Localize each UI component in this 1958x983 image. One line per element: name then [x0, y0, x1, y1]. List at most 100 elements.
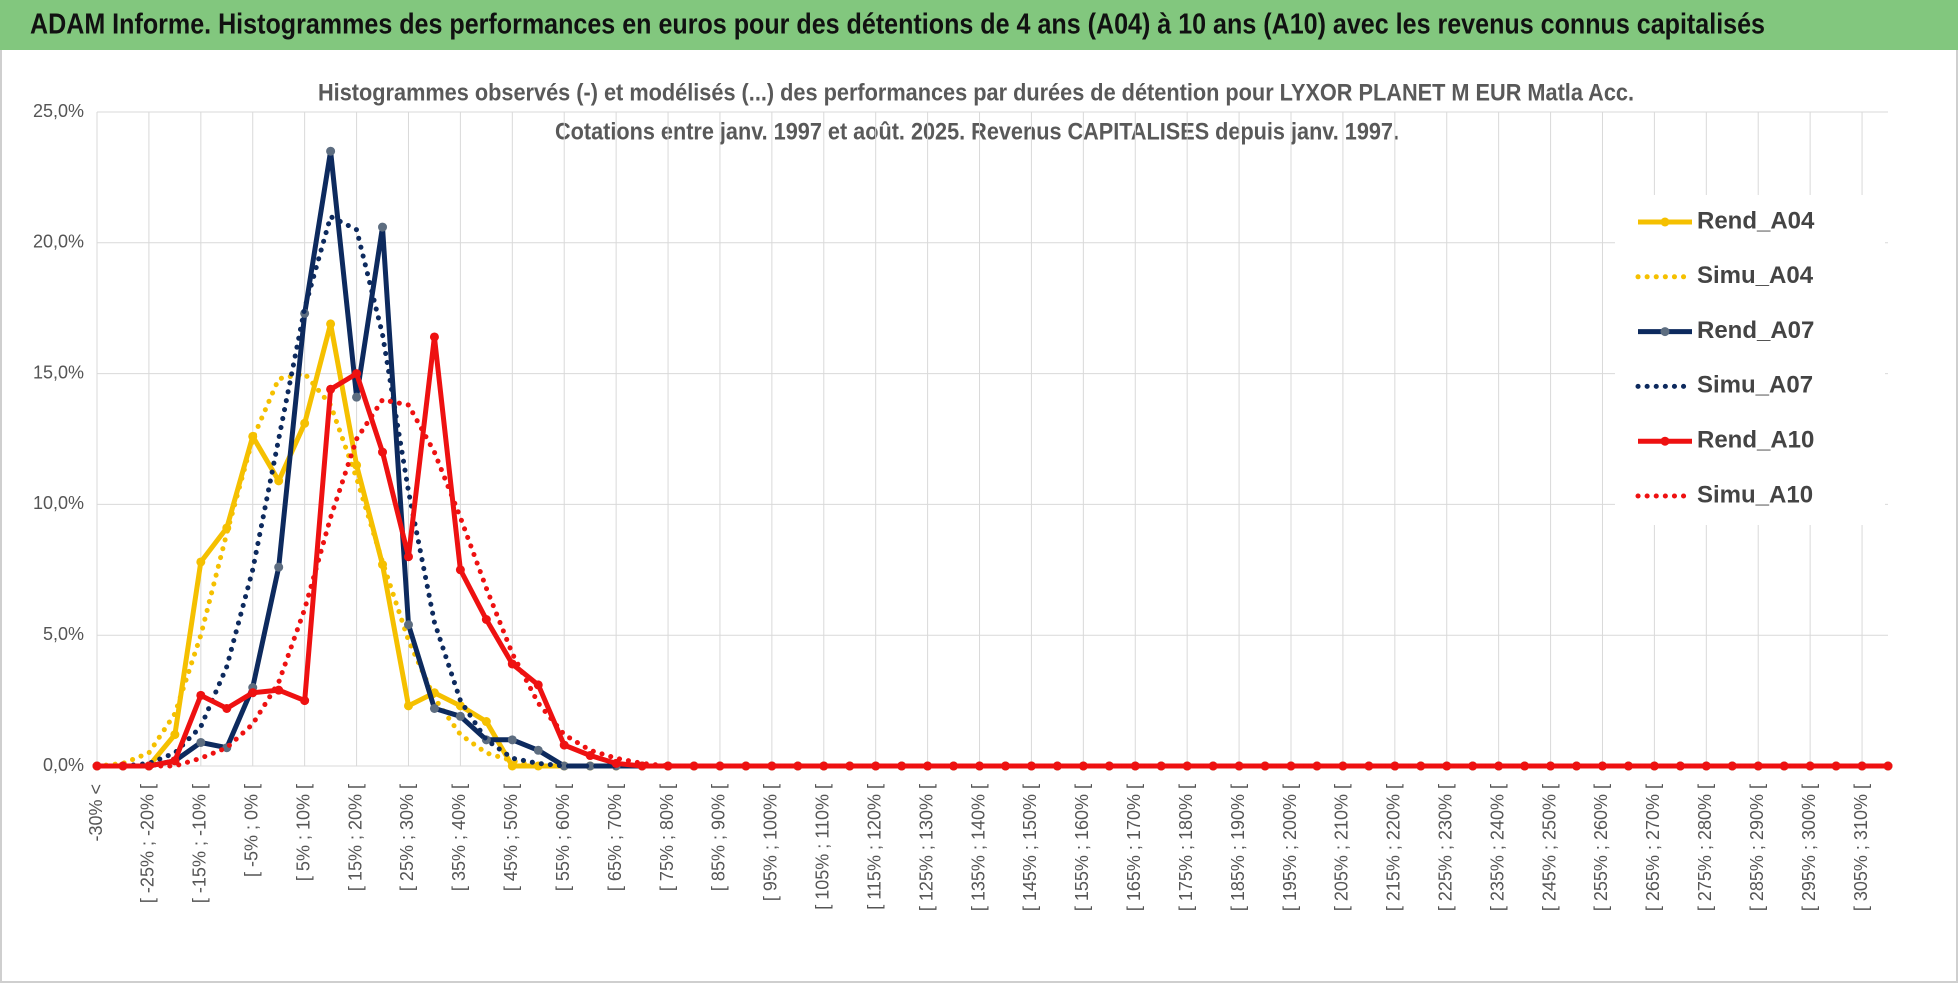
point — [1364, 761, 1374, 771]
x-tick-label: [ 255% ; 260% [ — [1591, 784, 1611, 911]
point — [975, 761, 985, 771]
y-tick-label: 15,0% — [33, 362, 84, 382]
point — [300, 418, 310, 428]
y-tick-label: 25,0% — [33, 101, 84, 121]
chart-title: Histogrammes observés (-) et modélisés (… — [318, 79, 1634, 106]
point — [559, 761, 569, 771]
x-tick-label: [ 35% ; 40% [ — [449, 784, 469, 891]
y-tick-label: 5,0% — [43, 624, 84, 644]
point — [559, 740, 569, 750]
x-tick-label: [ 295% ; 300% [ — [1799, 784, 1819, 911]
x-tick-label: [ -25% ; -20% [ — [138, 784, 158, 903]
point — [326, 319, 336, 329]
legend-marker — [1660, 436, 1670, 446]
x-tick-label: [ 275% ; 280% [ — [1695, 784, 1715, 911]
x-tick-label: -30% < — [86, 784, 106, 842]
point — [352, 460, 362, 470]
point — [300, 696, 310, 706]
header-bar — [0, 0, 1958, 50]
point — [378, 447, 388, 457]
x-tick-label: [ 25% ; 30% [ — [397, 784, 417, 891]
point — [1883, 761, 1893, 771]
legend-marker — [1660, 327, 1670, 337]
x-tick-label: [ 225% ; 230% [ — [1435, 784, 1455, 911]
x-tick-label: [ 215% ; 220% [ — [1384, 784, 1404, 911]
header-title: ADAM Informe. Histogrammes des performan… — [30, 9, 1765, 41]
legend-label: Rend_A10 — [1697, 427, 1814, 454]
y-tick-label: 0,0% — [43, 755, 84, 775]
legend-box — [1615, 195, 1885, 525]
point — [326, 146, 336, 156]
point — [274, 562, 284, 572]
x-tick-label: [ 235% ; 240% [ — [1487, 784, 1507, 911]
point — [196, 737, 206, 747]
x-tick-label: [ 155% ; 160% [ — [1072, 784, 1092, 911]
point — [1520, 761, 1530, 771]
point — [196, 690, 206, 700]
x-tick-label: [ 75% ; 80% [ — [657, 784, 677, 891]
x-tick-label: [ -15% ; -10% [ — [190, 784, 210, 903]
point — [585, 761, 595, 771]
x-tick-label: [ 115% ; 120% [ — [864, 784, 884, 910]
point — [533, 745, 543, 755]
x-tick-label: [ 45% ; 50% [ — [501, 784, 521, 891]
x-tick-label: [ 105% ; 110% [ — [813, 784, 833, 910]
y-tick-label: 20,0% — [33, 232, 84, 252]
x-tick-label: [ 175% ; 180% [ — [1176, 784, 1196, 911]
point — [533, 680, 543, 690]
x-tick-label: [ 85% ; 90% [ — [709, 784, 729, 891]
point — [248, 688, 258, 698]
x-tick-label: [ 55% ; 60% [ — [553, 784, 573, 891]
point — [507, 659, 517, 669]
point — [274, 476, 284, 486]
point — [481, 717, 491, 727]
series-line — [94, 397, 1891, 769]
x-tick-label: [ 305% ; 310% [ — [1851, 784, 1871, 911]
point — [1156, 761, 1166, 771]
legend-label: Rend_A04 — [1697, 207, 1815, 234]
point — [196, 557, 206, 567]
x-tick-label: [ 125% ; 130% [ — [916, 784, 936, 911]
x-tick-label: [ 285% ; 290% [ — [1747, 784, 1767, 911]
x-tick-label: [ -5% ; 0% [ — [241, 784, 261, 877]
x-tick-label: [ 195% ; 200% [ — [1280, 784, 1300, 911]
y-tick-label: 10,0% — [33, 493, 84, 513]
x-tick-label: [ 65% ; 70% [ — [605, 784, 625, 891]
point — [403, 620, 413, 630]
legend-label: Simu_A04 — [1697, 262, 1814, 289]
legend-marker — [1660, 217, 1670, 227]
x-tick-label: [ 145% ; 150% [ — [1020, 784, 1040, 911]
point — [1182, 761, 1192, 771]
point — [611, 758, 621, 768]
chart-subtitle: Cotations entre janv. 1997 et août. 2025… — [555, 118, 1399, 145]
x-tick-label: [ 5% ; 10% [ — [293, 784, 313, 881]
point — [403, 552, 413, 562]
point — [403, 701, 413, 711]
legend-label: Rend_A07 — [1697, 317, 1814, 344]
x-tick-label: [ 265% ; 270% [ — [1643, 784, 1663, 911]
legend-label: Simu_A07 — [1697, 372, 1813, 399]
point — [326, 384, 336, 394]
point — [1000, 761, 1010, 771]
point — [352, 369, 362, 379]
point — [819, 761, 829, 771]
x-tick-label: [ 205% ; 210% [ — [1332, 784, 1352, 911]
point — [455, 565, 465, 575]
x-tick-label: [ 15% ; 20% [ — [345, 784, 365, 891]
point — [429, 703, 439, 713]
x-tick-label: [ 185% ; 190% [ — [1228, 784, 1248, 911]
legend-label: Simu_A10 — [1697, 481, 1813, 508]
point — [429, 332, 439, 342]
x-tick-label: [ 165% ; 170% [ — [1124, 784, 1144, 911]
point — [1546, 761, 1556, 771]
point — [222, 703, 232, 713]
x-tick-label: [ 135% ; 140% [ — [968, 784, 988, 911]
x-tick-label: [ 245% ; 250% [ — [1539, 784, 1559, 911]
point — [455, 711, 465, 721]
point — [507, 735, 517, 745]
point — [1857, 761, 1867, 771]
x-tick-label: [ 95% ; 100% [ — [761, 784, 781, 901]
point — [352, 392, 362, 402]
point — [170, 730, 180, 740]
